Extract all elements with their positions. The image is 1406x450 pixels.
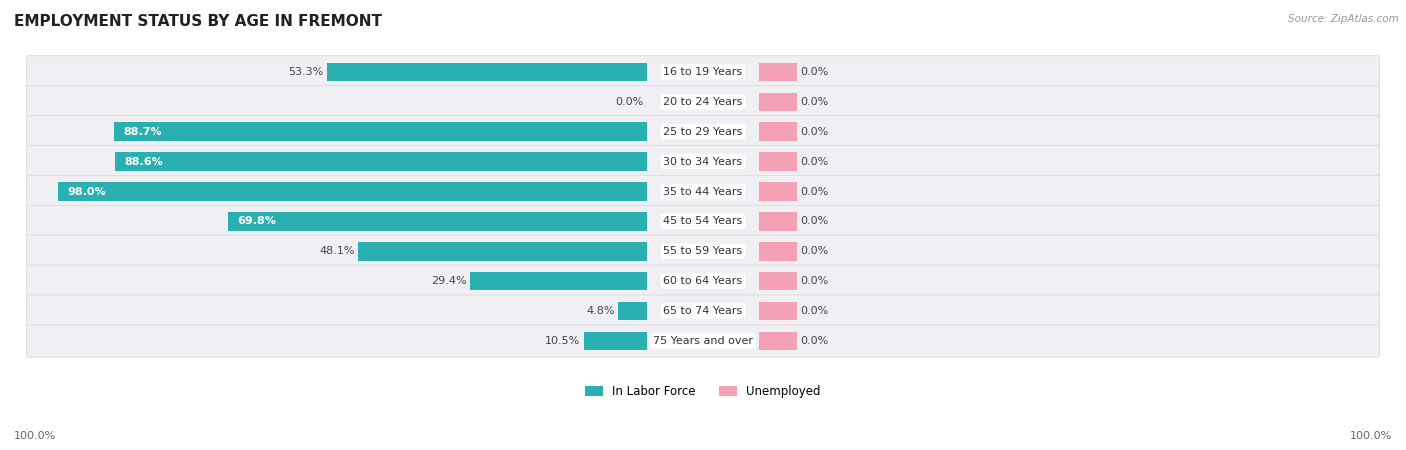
- FancyBboxPatch shape: [27, 116, 1379, 148]
- Text: 10.5%: 10.5%: [546, 336, 581, 346]
- Bar: [115, 153, 647, 171]
- Text: 25 to 29 Years: 25 to 29 Years: [664, 127, 742, 137]
- Text: 88.6%: 88.6%: [124, 157, 163, 166]
- Text: 53.3%: 53.3%: [288, 67, 323, 77]
- Text: 0.0%: 0.0%: [800, 127, 828, 137]
- Bar: [617, 302, 647, 320]
- Text: 100.0%: 100.0%: [1350, 431, 1392, 441]
- Bar: [759, 332, 797, 350]
- Bar: [759, 302, 797, 320]
- Text: 100.0%: 100.0%: [14, 431, 56, 441]
- FancyBboxPatch shape: [27, 86, 1379, 118]
- Bar: [759, 242, 797, 261]
- Text: 4.8%: 4.8%: [586, 306, 614, 316]
- Bar: [759, 122, 797, 141]
- Text: 30 to 34 Years: 30 to 34 Years: [664, 157, 742, 166]
- Text: Source: ZipAtlas.com: Source: ZipAtlas.com: [1288, 14, 1399, 23]
- Bar: [470, 272, 647, 290]
- Bar: [583, 332, 647, 350]
- Text: 20 to 24 Years: 20 to 24 Years: [664, 97, 742, 107]
- Bar: [759, 153, 797, 171]
- Text: 0.0%: 0.0%: [800, 276, 828, 286]
- Text: 45 to 54 Years: 45 to 54 Years: [664, 216, 742, 226]
- Bar: [759, 212, 797, 231]
- Text: EMPLOYMENT STATUS BY AGE IN FREMONT: EMPLOYMENT STATUS BY AGE IN FREMONT: [14, 14, 382, 28]
- Text: 75 Years and over: 75 Years and over: [652, 336, 754, 346]
- Bar: [326, 63, 647, 81]
- Text: 16 to 19 Years: 16 to 19 Years: [664, 67, 742, 77]
- Text: 48.1%: 48.1%: [319, 246, 354, 256]
- Text: 0.0%: 0.0%: [800, 216, 828, 226]
- Text: 0.0%: 0.0%: [616, 97, 644, 107]
- Text: 69.8%: 69.8%: [238, 216, 276, 226]
- FancyBboxPatch shape: [27, 235, 1379, 267]
- Text: 0.0%: 0.0%: [800, 186, 828, 197]
- Bar: [759, 63, 797, 81]
- FancyBboxPatch shape: [27, 265, 1379, 297]
- FancyBboxPatch shape: [27, 145, 1379, 178]
- Text: 98.0%: 98.0%: [67, 186, 107, 197]
- Text: 0.0%: 0.0%: [800, 97, 828, 107]
- FancyBboxPatch shape: [27, 325, 1379, 357]
- Text: 0.0%: 0.0%: [800, 157, 828, 166]
- Bar: [759, 182, 797, 201]
- Text: 0.0%: 0.0%: [800, 306, 828, 316]
- Bar: [759, 93, 797, 111]
- Text: 0.0%: 0.0%: [800, 336, 828, 346]
- FancyBboxPatch shape: [27, 56, 1379, 88]
- Bar: [359, 242, 647, 261]
- FancyBboxPatch shape: [27, 205, 1379, 238]
- Bar: [114, 122, 647, 141]
- Text: 88.7%: 88.7%: [124, 127, 162, 137]
- Bar: [228, 212, 647, 231]
- Text: 0.0%: 0.0%: [800, 246, 828, 256]
- Bar: [58, 182, 647, 201]
- FancyBboxPatch shape: [27, 295, 1379, 327]
- Text: 29.4%: 29.4%: [432, 276, 467, 286]
- Text: 55 to 59 Years: 55 to 59 Years: [664, 246, 742, 256]
- Text: 65 to 74 Years: 65 to 74 Years: [664, 306, 742, 316]
- FancyBboxPatch shape: [27, 176, 1379, 207]
- Text: 35 to 44 Years: 35 to 44 Years: [664, 186, 742, 197]
- Text: 60 to 64 Years: 60 to 64 Years: [664, 276, 742, 286]
- Bar: [759, 272, 797, 290]
- Text: 0.0%: 0.0%: [800, 67, 828, 77]
- Legend: In Labor Force, Unemployed: In Labor Force, Unemployed: [581, 380, 825, 403]
